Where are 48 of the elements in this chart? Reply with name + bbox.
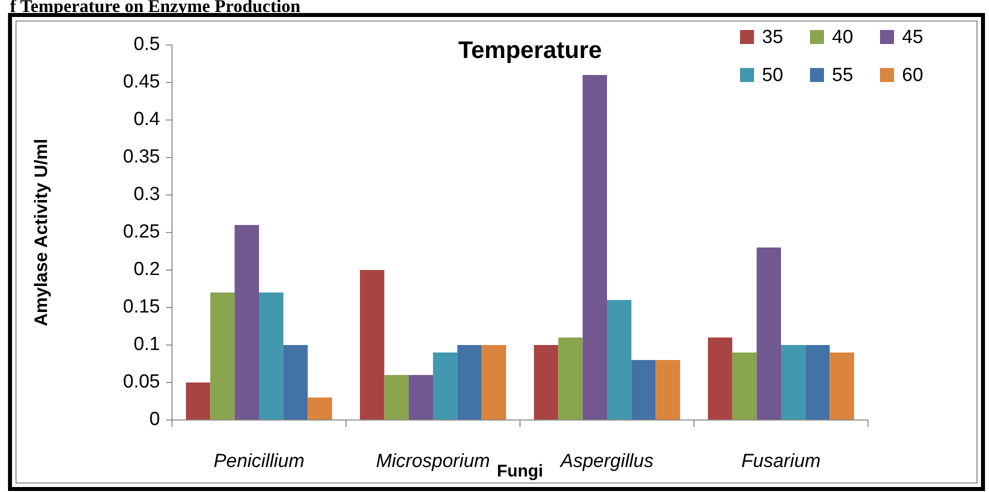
bar	[781, 345, 806, 420]
x-tick-label: Microsporium	[376, 451, 490, 472]
y-tick-label: 0.4	[134, 109, 160, 130]
x-tick-label: Aspergillus	[560, 451, 654, 472]
bar	[558, 338, 583, 420]
bar	[308, 398, 332, 420]
bar	[186, 382, 210, 420]
bar	[732, 352, 757, 420]
legend-label: 50	[762, 65, 784, 86]
bar	[283, 345, 308, 420]
bar	[408, 375, 433, 420]
bar	[384, 375, 409, 420]
y-tick-label: 0.25	[123, 222, 160, 243]
y-tick-label: 0.05	[123, 372, 160, 393]
y-tick-label: 0.15	[123, 296, 160, 318]
bar	[708, 338, 732, 420]
bar	[210, 292, 235, 420]
bar	[582, 75, 607, 420]
bar	[360, 270, 384, 420]
y-tick-label: 0.45	[123, 72, 160, 93]
bar	[534, 345, 558, 420]
bar	[631, 360, 656, 420]
legend-label: 55	[832, 65, 854, 86]
bar	[830, 352, 854, 420]
legend-label: 60	[902, 65, 924, 86]
bar	[805, 345, 830, 420]
legend-label: 45	[902, 27, 924, 48]
y-tick-label: 0.1	[134, 334, 160, 356]
bar	[756, 248, 781, 420]
x-tick-label: Fusarium	[741, 451, 821, 472]
bar	[656, 360, 680, 420]
y-tick-label: 0.35	[123, 146, 160, 168]
y-axis-title: Amylase Activity U/ml	[30, 138, 51, 326]
x-axis-title: Fungi	[496, 461, 544, 480]
legend-label: 40	[832, 27, 854, 48]
y-tick-label: 0.5	[134, 34, 160, 56]
bar	[259, 292, 284, 420]
bar	[482, 345, 506, 420]
y-tick-label: 0.3	[134, 184, 160, 206]
chart-subtitle: Temperature	[458, 37, 602, 64]
bar	[433, 352, 458, 420]
bar	[234, 225, 259, 420]
legend-label: 35	[762, 27, 784, 48]
bar	[607, 300, 632, 420]
y-tick-label: 0	[149, 409, 160, 430]
y-tick-label: 0.2	[134, 259, 160, 280]
x-tick-label: Penicillium	[214, 451, 304, 472]
bar	[457, 345, 482, 420]
